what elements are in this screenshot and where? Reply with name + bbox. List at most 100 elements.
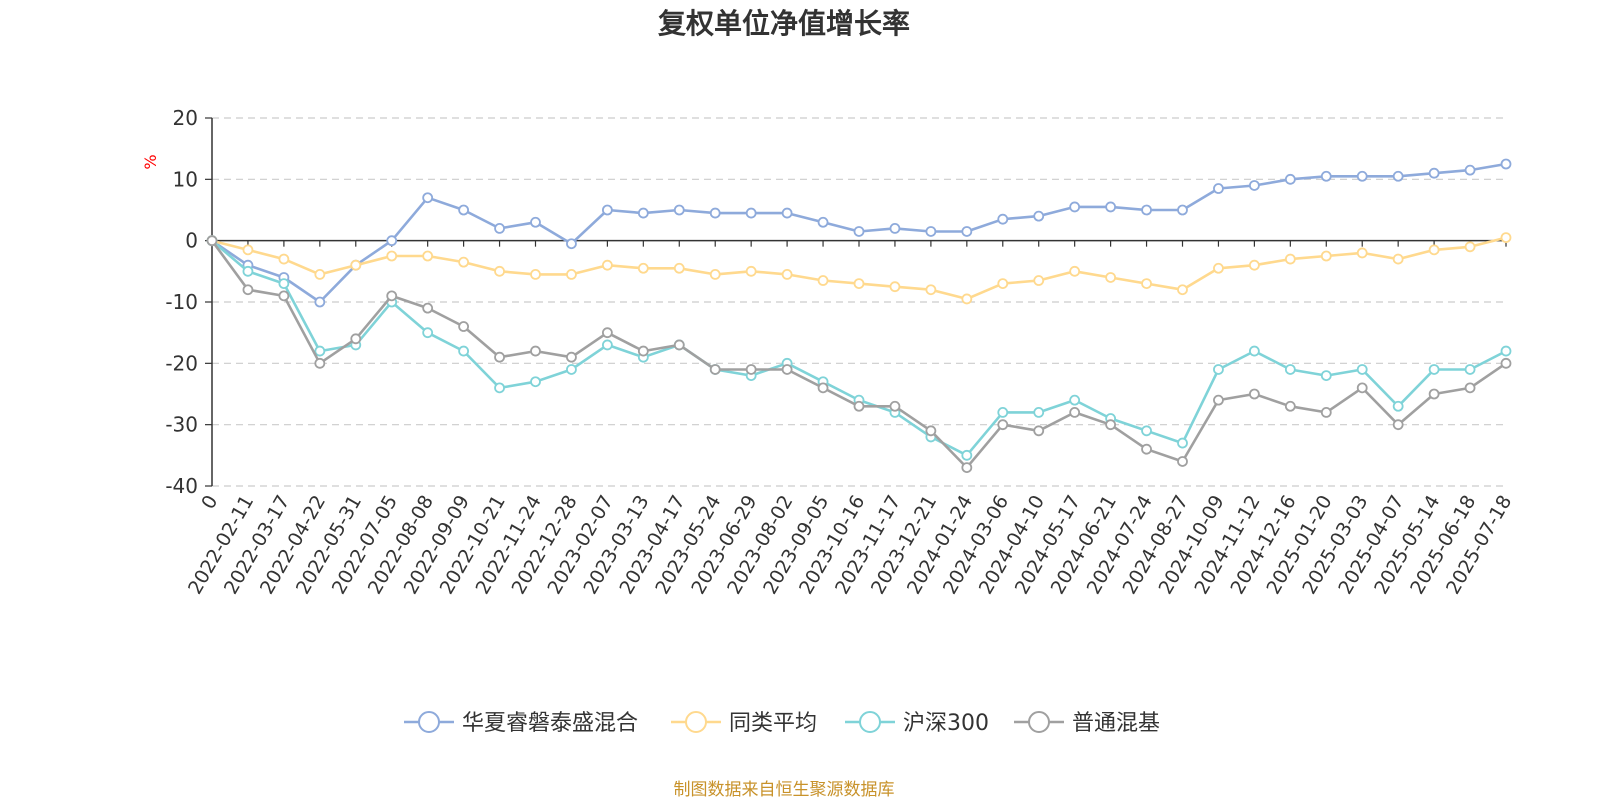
data-point — [709, 268, 721, 280]
data-point — [961, 462, 973, 474]
legend[interactable]: 华夏睿磐泰盛混合 同类平均 沪深300 普通混基 — [404, 711, 1160, 736]
y-tick-label: 20 — [173, 106, 198, 130]
data-point — [566, 351, 577, 363]
series-line-3 — [210, 239, 1507, 469]
data-point — [494, 382, 505, 394]
data-point — [1320, 170, 1332, 182]
series-lines — [206, 158, 1512, 474]
data-point — [566, 268, 577, 280]
data-point — [925, 226, 937, 237]
legend-swatch-marker — [418, 711, 440, 733]
legend-item[interactable]: 华夏睿磐泰盛混合 — [404, 711, 638, 736]
data-point — [1428, 167, 1440, 179]
data-point — [1213, 364, 1224, 375]
data-point — [1248, 345, 1260, 357]
data-point — [1284, 253, 1296, 265]
data-point — [1069, 406, 1081, 418]
y-tick-label: 0 — [185, 229, 198, 253]
data-point — [566, 364, 577, 375]
data-point — [1069, 394, 1081, 406]
data-point — [1464, 382, 1476, 394]
data-point — [1213, 394, 1224, 406]
data-point — [1033, 210, 1045, 222]
data-point — [817, 216, 829, 228]
data-point — [745, 265, 757, 277]
data-point — [314, 345, 326, 357]
data-point — [386, 250, 398, 262]
data-point — [1248, 259, 1260, 271]
data-point — [1392, 253, 1404, 265]
data-point — [853, 226, 865, 237]
data-point — [1248, 180, 1260, 191]
legend-label: 沪深300 — [903, 711, 989, 736]
data-point — [1033, 406, 1045, 418]
data-point — [350, 259, 362, 271]
data-point — [1141, 443, 1152, 455]
legend-item[interactable]: 普通混基 — [1014, 711, 1160, 736]
data-point — [1284, 173, 1296, 185]
data-point — [1356, 170, 1368, 182]
data-point — [494, 351, 505, 363]
data-point — [1141, 204, 1152, 216]
data-point — [637, 345, 649, 357]
data-point — [494, 222, 505, 234]
data-point — [1500, 345, 1512, 357]
data-point — [745, 207, 757, 219]
data-point — [889, 281, 901, 293]
data-point — [278, 278, 290, 290]
data-point — [314, 296, 326, 308]
data-point — [1392, 170, 1404, 182]
data-point — [1033, 425, 1045, 437]
data-point — [1428, 388, 1440, 400]
data-point — [1177, 437, 1188, 449]
data-point — [1069, 265, 1081, 277]
chart-title: 复权单位净值增长率 — [658, 7, 910, 40]
legend-item[interactable]: 沪深300 — [845, 711, 989, 736]
data-point — [997, 213, 1009, 225]
data-point — [566, 238, 577, 250]
data-point — [422, 327, 434, 339]
data-point — [1248, 388, 1260, 400]
data-point — [961, 293, 973, 305]
data-point — [458, 204, 470, 216]
series-line-2 — [211, 239, 1507, 457]
data-point — [817, 275, 829, 286]
data-point — [1428, 364, 1440, 375]
data-point — [1177, 284, 1188, 296]
data-point — [1428, 244, 1440, 256]
legend-label: 普通混基 — [1072, 711, 1160, 736]
series-line-1 — [211, 236, 1507, 301]
data-point — [1105, 272, 1117, 283]
data-point — [458, 321, 470, 332]
data-point — [961, 226, 973, 237]
data-point — [1213, 262, 1224, 274]
data-point — [889, 400, 901, 412]
legend-swatch-marker — [685, 711, 707, 733]
data-point — [1356, 382, 1368, 394]
data-point — [530, 216, 541, 228]
data-point — [997, 278, 1009, 290]
legend-item[interactable]: 同类平均 — [671, 711, 817, 736]
data-point — [853, 400, 865, 412]
data-point — [637, 207, 649, 219]
data-point — [1356, 364, 1368, 375]
data-point — [673, 339, 685, 351]
data-point — [817, 382, 829, 394]
data-point — [1464, 241, 1476, 253]
data-point — [925, 284, 937, 296]
data-point — [1105, 419, 1117, 431]
data-point — [1320, 370, 1332, 382]
data-point — [1500, 357, 1512, 369]
data-point — [997, 419, 1009, 431]
data-point — [242, 265, 254, 277]
data-point — [889, 222, 901, 234]
data-point — [601, 204, 613, 216]
data-point — [637, 262, 649, 274]
data-point — [1392, 419, 1404, 431]
data-point — [1141, 278, 1152, 290]
data-point — [673, 204, 685, 216]
data-point — [1320, 250, 1332, 262]
y-axis-ticks: 20 10 0 -10 -20 -30 -40 — [165, 106, 212, 498]
data-point — [601, 259, 613, 271]
data-point — [1105, 201, 1117, 213]
